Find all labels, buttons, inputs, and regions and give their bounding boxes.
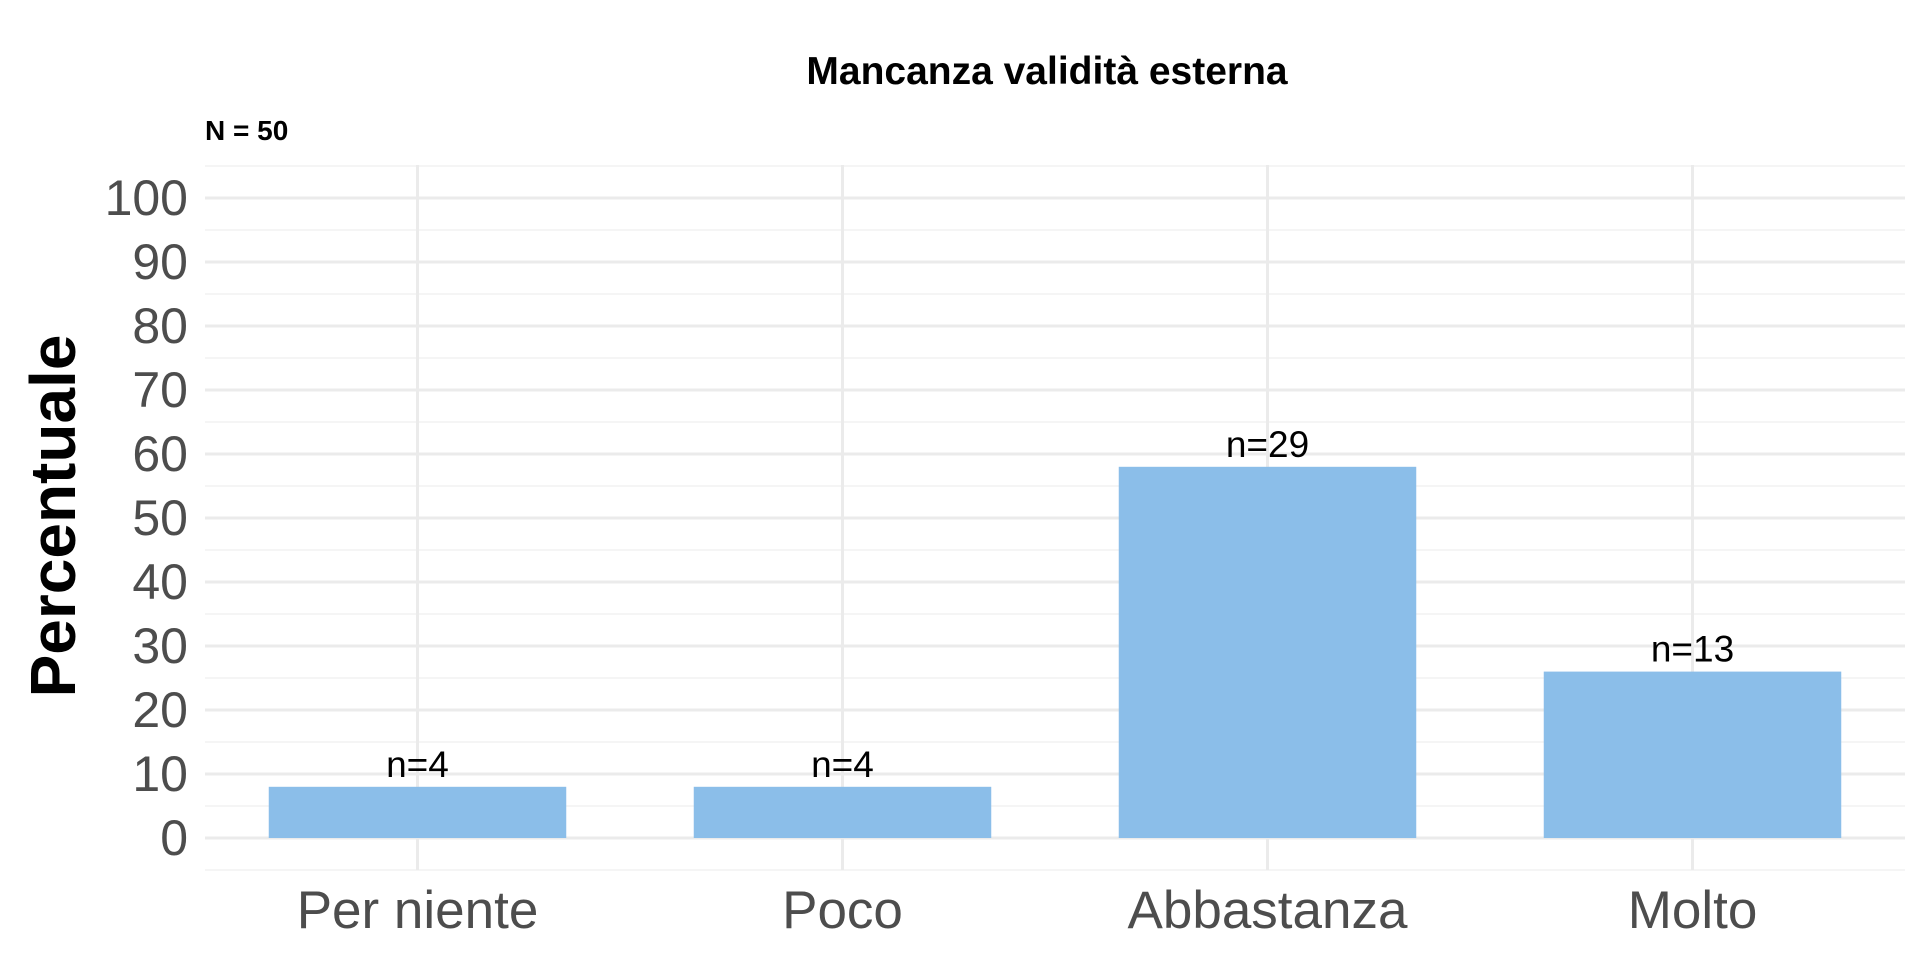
bars	[268, 466, 1842, 838]
bar-labels: n=4 n=4 n=29 n=13	[386, 424, 1734, 785]
x-axis-ticks: Per niente Poco Abbastanza Molto	[297, 881, 1758, 940]
y-tick-label: 60	[132, 426, 188, 482]
y-tick-label: 100	[105, 170, 188, 226]
bar	[1543, 671, 1842, 838]
bar	[1118, 466, 1417, 838]
bar-count-label: n=4	[386, 744, 449, 785]
y-tick-label: 20	[132, 682, 188, 738]
bar	[693, 786, 992, 838]
bar-count-label: n=13	[1651, 629, 1734, 670]
chart-title: Mancanza validità esterna	[806, 50, 1288, 93]
x-tick-label: Molto	[1628, 881, 1758, 940]
y-tick-label: 10	[132, 746, 188, 802]
y-tick-label: 30	[132, 618, 188, 674]
x-tick-label: Poco	[782, 881, 903, 940]
y-tick-label: 40	[132, 554, 188, 610]
y-axis-ticks: 0 10 20 30 40 50 60 70 80 90 100	[105, 170, 188, 866]
y-tick-label: 50	[132, 490, 188, 546]
y-axis-label: Percentuale	[17, 335, 89, 698]
y-tick-label: 0	[160, 810, 188, 866]
bar-count-label: n=29	[1226, 424, 1309, 465]
bar	[268, 786, 567, 838]
chart-subtitle: N = 50	[205, 115, 288, 146]
x-tick-label: Per niente	[297, 881, 539, 940]
y-tick-label: 80	[132, 298, 188, 354]
x-tick-label: Abbastanza	[1128, 881, 1408, 940]
bar-count-label: n=4	[811, 744, 874, 785]
y-tick-label: 90	[132, 234, 188, 290]
y-tick-label: 70	[132, 362, 188, 418]
